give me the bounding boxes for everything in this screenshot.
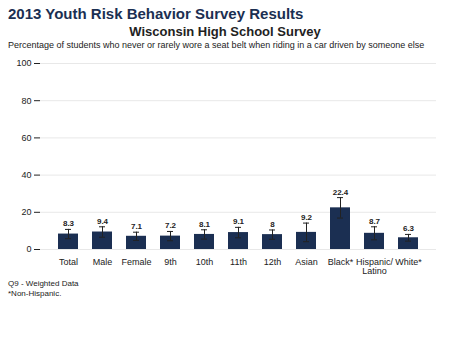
- svg-text:6.3: 6.3: [403, 224, 415, 233]
- svg-text:Male: Male: [93, 257, 113, 267]
- svg-text:7.1: 7.1: [131, 222, 143, 231]
- svg-text:8.7: 8.7: [369, 217, 381, 226]
- svg-text:7.2: 7.2: [165, 221, 177, 230]
- svg-text:100: 100: [16, 58, 31, 68]
- svg-text:9.4: 9.4: [97, 217, 109, 226]
- svg-text:12th: 12th: [264, 257, 282, 267]
- svg-text:60: 60: [21, 133, 31, 143]
- svg-text:9th: 9th: [164, 257, 177, 267]
- svg-text:Female: Female: [121, 257, 151, 267]
- svg-text:Hispanic/Latino: Hispanic/Latino: [356, 257, 394, 276]
- html-text:*Non-Hispanic.: *Non-Hispanic.: [8, 289, 62, 298]
- html-text:2013 Youth Risk Behavior Surve: 2013 Youth Risk Behavior Survey Results: [8, 5, 304, 22]
- svg-text:9.2: 9.2: [301, 213, 313, 222]
- svg-text:Asian: Asian: [295, 257, 318, 267]
- html-text:Q9 - Weighted Data: Q9 - Weighted Data: [8, 279, 79, 288]
- svg-text:22.4: 22.4: [333, 188, 349, 197]
- svg-text:8.1: 8.1: [199, 220, 211, 229]
- svg-text:11th: 11th: [230, 257, 247, 267]
- svg-text:0: 0: [26, 244, 31, 254]
- svg-text:40: 40: [21, 170, 31, 180]
- svg-text:8: 8: [270, 220, 275, 229]
- svg-text:9.1: 9.1: [233, 217, 245, 226]
- svg-text:White*: White*: [395, 257, 422, 267]
- svg-text:20: 20: [21, 207, 31, 217]
- svg-text:80: 80: [21, 96, 31, 106]
- html-text:Percentage of students who nev: Percentage of students who never or rare…: [8, 40, 425, 50]
- html-text:Wisconsin High School Survey: Wisconsin High School Survey: [129, 24, 321, 39]
- svg-text:8.3: 8.3: [63, 219, 75, 228]
- svg-text:Black*: Black*: [328, 257, 354, 267]
- svg-text:10th: 10th: [196, 257, 214, 267]
- svg-text:Total: Total: [59, 257, 78, 267]
